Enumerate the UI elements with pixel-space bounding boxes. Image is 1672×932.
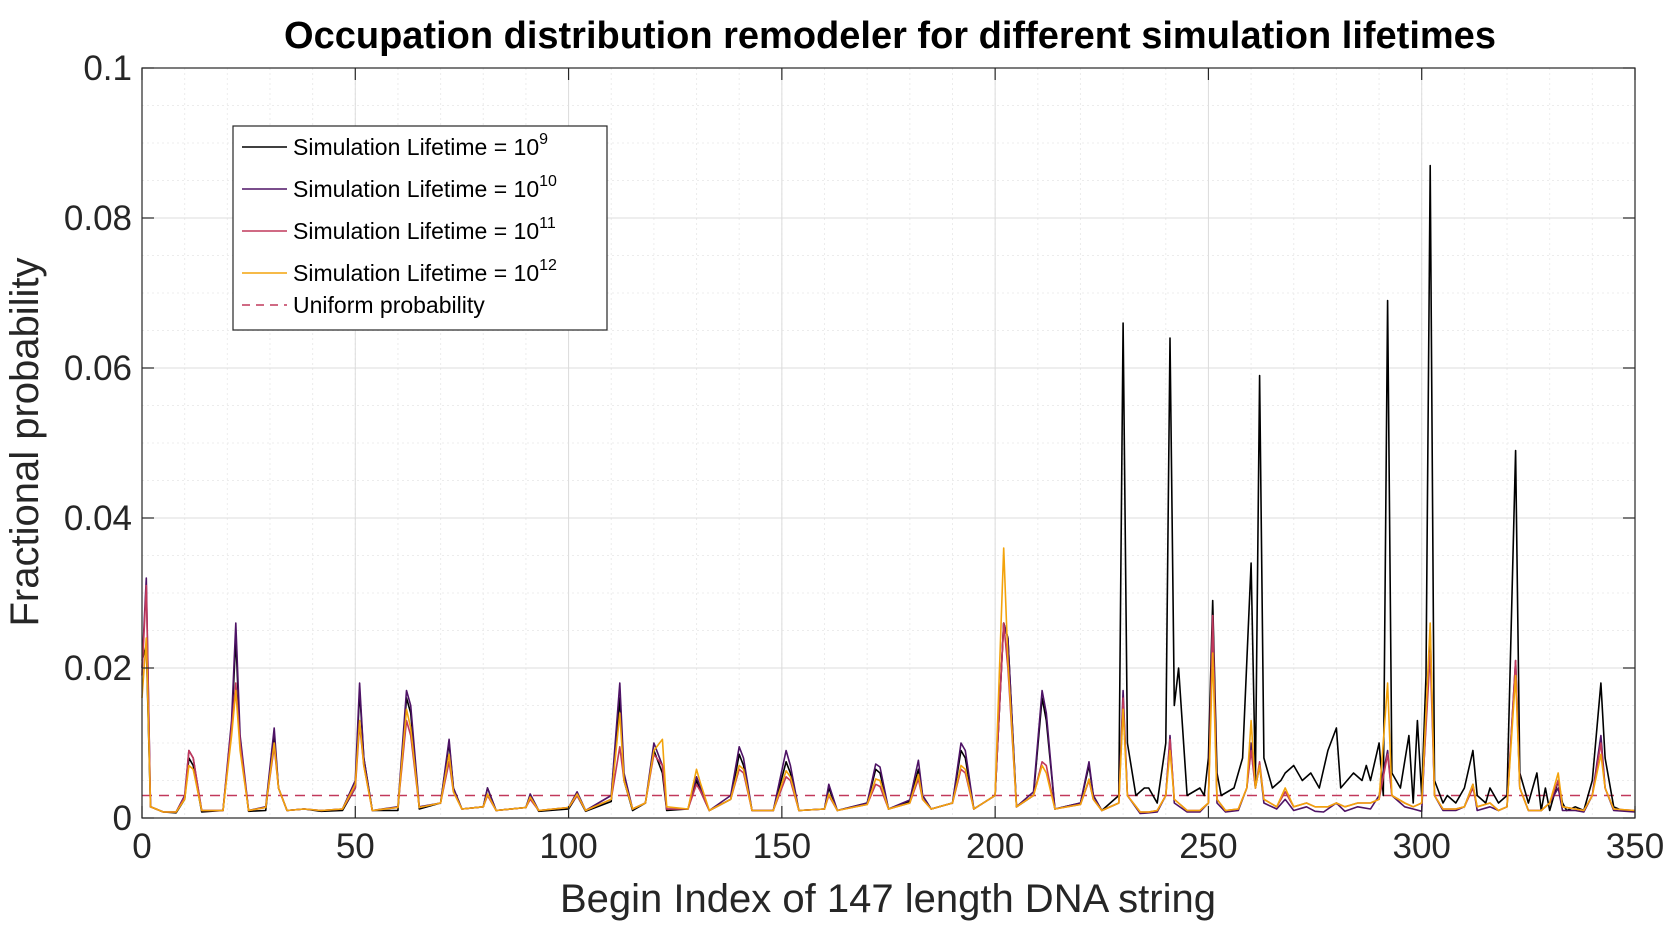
y-tick-label: 0.04 — [64, 499, 132, 538]
y-tick-labels: 0 0.02 0.04 0.06 0.08 0.1 — [64, 49, 132, 838]
plot-frame — [141, 67, 1636, 819]
legend: Simulation Lifetime = 109 Simulation Life… — [232, 125, 608, 331]
x-tick-label: 250 — [1179, 827, 1237, 866]
x-tick-label: 50 — [336, 827, 375, 866]
x-tick-label: 350 — [1606, 827, 1664, 866]
x-tick-labels: 0 50 100 150 200 250 300 350 — [132, 827, 1664, 866]
legend-entries: Simulation Lifetime = 109 Simulation Life… — [242, 131, 557, 318]
x-tick-label: 200 — [966, 827, 1024, 866]
legend-label-3: Simulation Lifetime = 1011 — [293, 215, 556, 244]
x-tick-label: 150 — [753, 827, 811, 866]
x-axis-label: Begin Index of 147 length DNA string — [560, 877, 1216, 921]
legend-box — [232, 125, 608, 331]
y-tick-label: 0.02 — [64, 649, 132, 688]
x-tick-label: 300 — [1393, 827, 1451, 866]
y-tick-label: 0.1 — [83, 49, 132, 88]
y-axis-label: Fractional probability — [3, 257, 47, 626]
legend-label-5: Uniform probability — [293, 292, 485, 318]
y-tick-label: 0.08 — [64, 199, 132, 238]
x-tick-label: 0 — [132, 827, 151, 866]
y-tick-label: 0 — [113, 799, 132, 838]
y-tick-label: 0.06 — [64, 349, 132, 388]
series-group — [141, 164, 1636, 815]
legend-label-1: Simulation Lifetime = 109 — [293, 131, 548, 160]
x-tick-label: 100 — [539, 827, 597, 866]
tick-marks — [141, 67, 1636, 819]
series-line-4 — [141, 547, 1636, 813]
legend-label-2: Simulation Lifetime = 1010 — [293, 173, 557, 202]
legend-label-4: Simulation Lifetime = 1012 — [293, 257, 557, 286]
chart-title: Occupation distribution remodeler for di… — [284, 15, 1496, 57]
